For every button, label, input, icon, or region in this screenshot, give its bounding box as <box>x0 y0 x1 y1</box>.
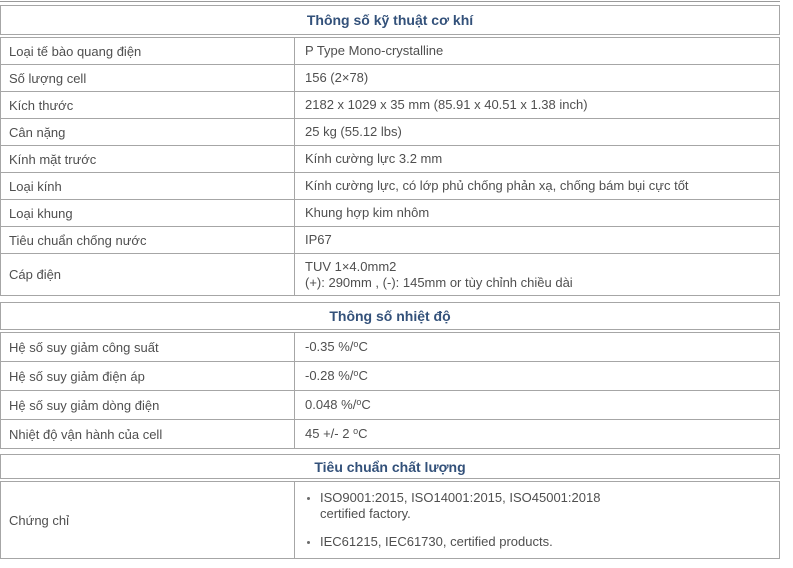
row-label: Kính mặt trước <box>1 146 295 172</box>
bullet-line: ISO9001:2015, ISO14001:2015, ISO45001:20… <box>320 490 601 505</box>
row-label: Chứng chỉ <box>1 482 295 558</box>
row-value: Khung hợp kim nhôm <box>295 200 779 226</box>
value-unit: C <box>361 397 371 412</box>
value-line: (+): 290mm , (-): 145mm or tùy chỉnh chi… <box>305 274 573 290</box>
spec-row-dimensions: Kích thước 2182 x 1029 x 35 mm (85.91 x … <box>0 91 780 119</box>
spec-row-cable: Cáp điện TUV 1×4.0mm2 (+): 290mm , (-): … <box>0 253 780 296</box>
spec-row-certificates: Chứng chỉ ISO9001:2015, ISO14001:2015, I… <box>0 481 780 559</box>
bullet-icon <box>307 541 310 544</box>
value-line: Kính cường lực 3.2 mm <box>305 151 443 166</box>
value-unit: C <box>358 426 368 441</box>
spec-row-cell-type: Loại tế bào quang điện P Type Mono-cryst… <box>0 37 780 65</box>
row-label: Hệ số suy giảm công suất <box>1 333 295 361</box>
value-line: -0.28 %/oC <box>305 368 769 384</box>
row-label: Loại kính <box>1 173 295 199</box>
value-text: 0.048 %/ <box>305 397 357 412</box>
spec-row-cell-count: Số lượng cell 156 (2×78) <box>0 64 780 92</box>
spec-row-current-coefficient: Hệ số suy giảm dòng điện 0.048 %/oC <box>0 390 780 420</box>
section-header-mechanical: Thông số kỹ thuật cơ khí <box>0 5 780 35</box>
row-label: Kích thước <box>1 92 295 118</box>
table-top-hairline <box>0 1 780 3</box>
section-title: Thông số nhiệt độ <box>329 308 451 324</box>
value-unit: C <box>358 368 368 383</box>
section-header-quality: Tiêu chuẩn chất lượng <box>0 454 780 479</box>
value-line: 2182 x 1029 x 35 mm (85.91 x 40.51 x 1.3… <box>305 97 588 112</box>
row-label: Tiêu chuẩn chống nước <box>1 227 295 253</box>
row-value: P Type Mono-crystalline <box>295 38 779 64</box>
spec-row-water-rating: Tiêu chuẩn chống nước IP67 <box>0 226 780 254</box>
row-value: 45 +/- 2 oC <box>295 420 779 448</box>
row-value: 2182 x 1029 x 35 mm (85.91 x 40.51 x 1.3… <box>295 92 779 118</box>
spec-row-power-coefficient: Hệ số suy giảm công suất -0.35 %/oC <box>0 332 780 362</box>
bullet-icon <box>307 497 310 500</box>
value-text: 45 +/- 2 <box>305 426 354 441</box>
value-text: -0.35 %/ <box>305 339 354 354</box>
bullet-list: ISO9001:2015, ISO14001:2015, ISO45001:20… <box>305 486 769 554</box>
row-value: ISO9001:2015, ISO14001:2015, ISO45001:20… <box>295 482 779 558</box>
bullet-item: ISO9001:2015, ISO14001:2015, ISO45001:20… <box>305 490 769 522</box>
row-label: Cáp điện <box>1 254 295 295</box>
row-label: Số lượng cell <box>1 65 295 91</box>
value-line: 0.048 %/oC <box>305 397 769 413</box>
row-label: Hệ số suy giảm điện áp <box>1 362 295 390</box>
row-value: IP67 <box>295 227 779 253</box>
row-label: Cân nặng <box>1 119 295 145</box>
bullet-text: IEC61215, IEC61730, certified products. <box>320 534 553 550</box>
section-title: Tiêu chuẩn chất lượng <box>314 458 466 475</box>
row-label: Hệ số suy giảm dòng điện <box>1 391 295 419</box>
row-value: Kính cường lực 3.2 mm <box>295 146 779 172</box>
value-line: Kính cường lực, có lớp phủ chống phản xạ… <box>305 178 689 193</box>
value-line: 25 kg (55.12 lbs) <box>305 124 402 139</box>
row-value: TUV 1×4.0mm2 (+): 290mm , (-): 145mm or … <box>295 254 779 295</box>
row-label: Loại tế bào quang điện <box>1 38 295 64</box>
row-label: Loại khung <box>1 200 295 226</box>
row-value: 0.048 %/oC <box>295 391 779 419</box>
spec-table: Thông số kỹ thuật cơ khí Loại tế bào qua… <box>0 1 780 559</box>
bullet-item: IEC61215, IEC61730, certified products. <box>305 534 769 550</box>
section-title: Thông số kỹ thuật cơ khí <box>306 12 474 28</box>
degree-superscript: o <box>356 397 362 407</box>
row-value: Kính cường lực, có lớp phủ chống phản xạ… <box>295 173 779 199</box>
value-line: IP67 <box>305 232 332 247</box>
value-line: Khung hợp kim nhôm <box>305 205 430 220</box>
section-header-temperature: Thông số nhiệt độ <box>0 302 780 330</box>
spec-row-cell-operating-temp: Nhiệt độ vận hành của cell 45 +/- 2 oC <box>0 419 780 449</box>
degree-superscript: o <box>353 339 359 349</box>
value-unit: C <box>358 339 368 354</box>
spec-row-front-glass: Kính mặt trước Kính cường lực 3.2 mm <box>0 145 780 173</box>
spec-row-voltage-coefficient: Hệ số suy giảm điện áp -0.28 %/oC <box>0 361 780 391</box>
row-value: -0.35 %/oC <box>295 333 779 361</box>
bullet-line: certified factory. <box>320 506 411 521</box>
value-line: P Type Mono-crystalline <box>305 43 444 58</box>
value-text: -0.28 %/ <box>305 368 354 383</box>
spec-row-glass-type: Loại kính Kính cường lực, có lớp phủ chố… <box>0 172 780 200</box>
row-value: 156 (2×78) <box>295 65 779 91</box>
row-label: Nhiệt độ vận hành của cell <box>1 420 295 448</box>
row-value: 25 kg (55.12 lbs) <box>295 119 779 145</box>
degree-superscript: o <box>353 426 359 436</box>
value-line: 156 (2×78) <box>305 70 369 85</box>
spec-row-frame-type: Loại khung Khung hợp kim nhôm <box>0 199 780 227</box>
row-value: -0.28 %/oC <box>295 362 779 390</box>
bullet-text: ISO9001:2015, ISO14001:2015, ISO45001:20… <box>320 490 600 522</box>
degree-superscript: o <box>353 368 359 378</box>
bullet-line: IEC61215, IEC61730, certified products. <box>320 534 553 549</box>
spec-row-weight: Cân nặng 25 kg (55.12 lbs) <box>0 118 780 146</box>
value-line: -0.35 %/oC <box>305 339 769 355</box>
value-line: 45 +/- 2 oC <box>305 426 769 442</box>
value-line: TUV 1×4.0mm2 <box>305 258 397 274</box>
